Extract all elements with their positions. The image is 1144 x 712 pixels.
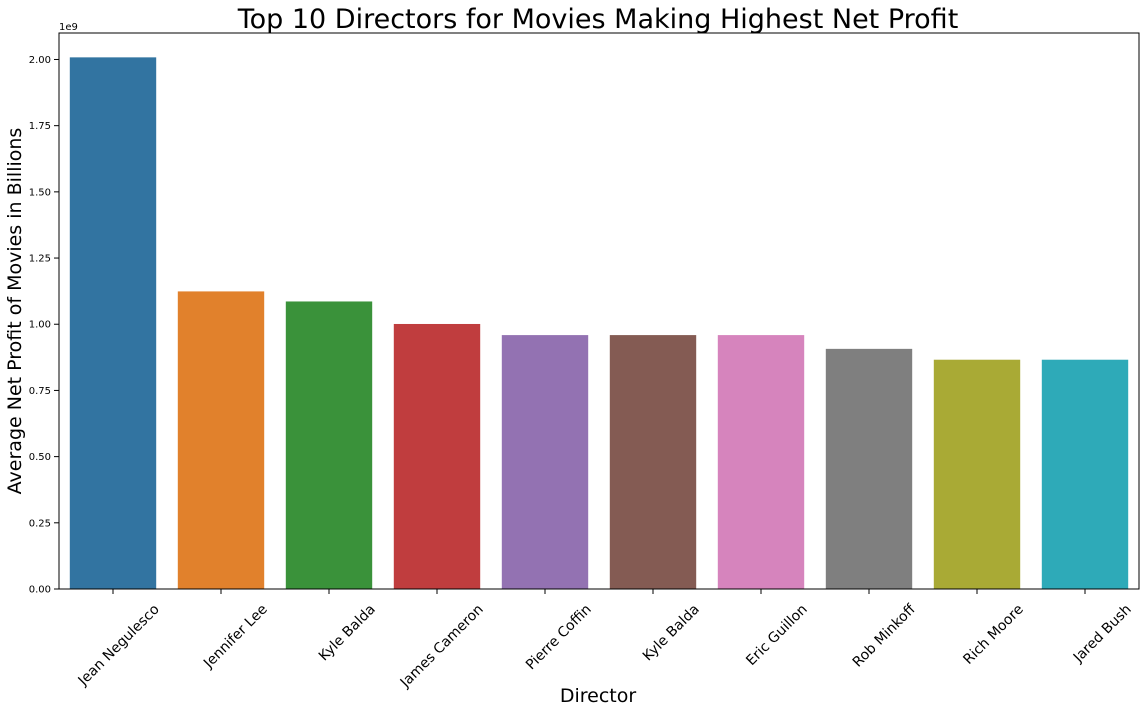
x-axis: Jean Negulesco Jennifer Lee Kyle Balda Jame… (75, 589, 1135, 691)
x-tick-label: Jean Negulesco (75, 601, 163, 689)
y-tick-label: 2.00 (29, 55, 51, 66)
y-tick-label: 1.25 (29, 254, 51, 265)
y-axis: 0.00 0.25 0.50 0.75 1.00 1.25 1.50 1.75 2.00 (29, 55, 59, 596)
chart-title: Top 10 Directors for Movies Making Highe… (237, 4, 959, 35)
bar-4 (393, 323, 481, 589)
y-tick-label: 0.75 (29, 386, 51, 397)
x-tick-label: Jared Bush (1070, 601, 1135, 666)
x-tick-label: Rob Minkoff (850, 601, 919, 670)
y-tick-label: 1.00 (29, 320, 51, 331)
bar-9 (933, 359, 1021, 589)
x-axis-label: Director (560, 685, 637, 707)
bar-6 (609, 335, 697, 589)
x-tick-label: Kyle Balda (316, 601, 379, 664)
bars-group (69, 57, 1129, 590)
x-tick-label: Jennifer Lee (200, 601, 271, 672)
bar-1 (69, 57, 157, 590)
bar-8 (825, 348, 913, 589)
bar-3 (285, 301, 373, 589)
x-tick-label: James Cameron (397, 601, 487, 691)
bar-5 (501, 335, 589, 589)
y-axis-label: Average Net Profit of Movies in Billions (4, 128, 26, 495)
x-tick-label: Pierre Coffin (523, 601, 595, 673)
plot-frame (58, 32, 1140, 590)
x-tick-label: Eric Guillon (743, 601, 811, 669)
y-tick-label: 1.50 (29, 187, 51, 198)
y-axis-scale-label: 1e9 (59, 22, 78, 33)
x-tick-label: Kyle Balda (640, 601, 703, 664)
bar-7 (717, 335, 805, 589)
y-tick-label: 0.50 (29, 452, 51, 463)
y-tick-label: 0.00 (29, 585, 51, 596)
y-tick-label: 0.25 (29, 518, 51, 529)
bar-10 (1041, 359, 1129, 589)
x-tick-label: Rich Moore (960, 601, 1026, 667)
y-tick-label: 1.75 (29, 121, 51, 132)
bar-2 (177, 291, 265, 589)
